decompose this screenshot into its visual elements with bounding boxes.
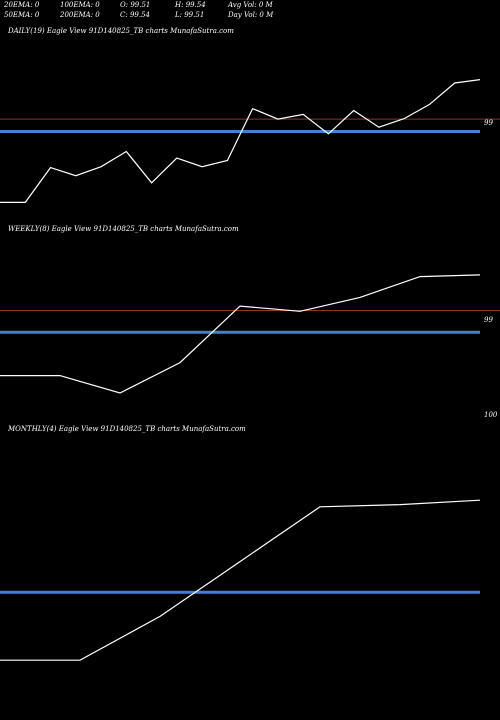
y-tick-label: 100 [484,411,498,419]
1-series-0-line [0,274,481,394]
weekly-panel: WEEKLY(8) Eagle View 91D140825_TB charts… [0,225,500,423]
0-series-0-line [0,79,481,203]
y-tick-label: 99 [484,316,493,324]
stat-50ema: 50EMA: 0 [4,11,40,19]
stat-100ema: 100EMA: 0 [60,1,100,9]
weekly-chart: 99 100 [0,274,500,419]
y-tick-label: 99 [484,119,493,127]
daily-chart: 99 [0,79,500,203]
monthly-panel: MONTHLY(4) Eagle View 91D140825_TB chart… [0,425,500,720]
stats-header: 20EMA: 0 100EMA: 0 O: 99.51 H: 99.54 Avg… [0,0,500,24]
stat-low: L: 99.51 [175,11,205,19]
stat-20ema: 20EMA: 0 [4,1,40,9]
stat-day-vol: Day Vol: 0 M [228,11,274,19]
monthly-chart [0,499,481,661]
stat-avg-vol: Avg Vol: 0 M [228,1,273,9]
2-series-0-line [0,499,481,661]
weekly-panel-title: WEEKLY(8) Eagle View 91D140825_TB charts… [8,225,239,233]
stat-close: C: 99.54 [120,11,150,19]
monthly-panel-title: MONTHLY(4) Eagle View 91D140825_TB chart… [8,425,246,433]
stat-200ema: 200EMA: 0 [60,11,100,19]
stat-high: H: 99.54 [175,1,206,9]
daily-panel-title: DAILY(19) Eagle View 91D140825_TB charts… [8,27,234,35]
daily-panel: DAILY(19) Eagle View 91D140825_TB charts… [0,27,500,223]
stat-open: O: 99.51 [120,1,151,9]
